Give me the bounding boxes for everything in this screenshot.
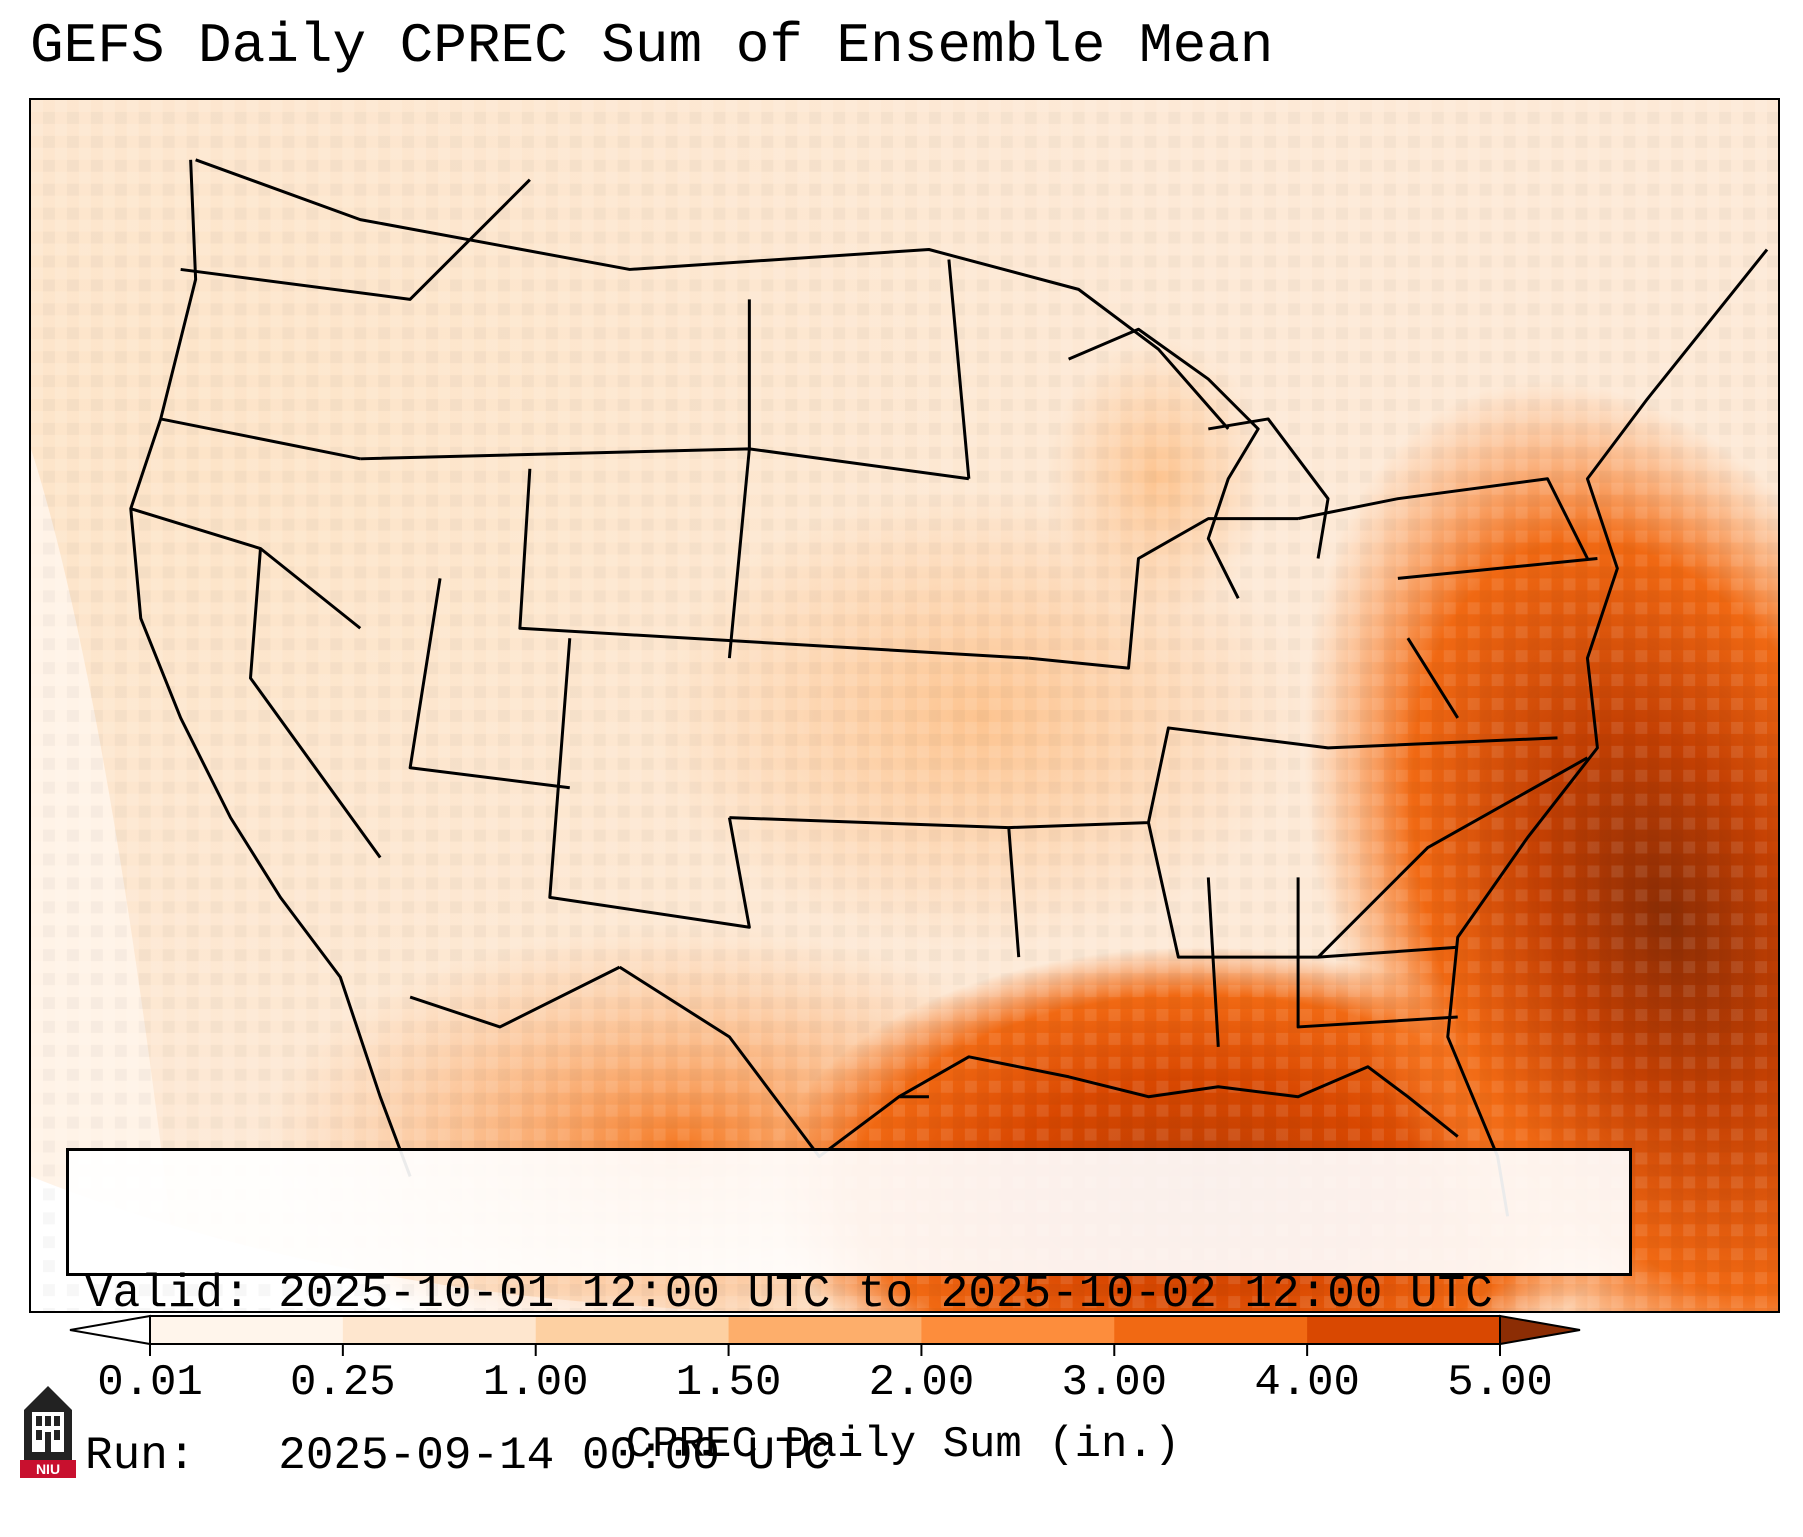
- colorbar-tick-label: 1.50: [675, 1358, 782, 1408]
- colorbar-tick-label: 4.00: [1254, 1358, 1360, 1408]
- colorbar-segment: [1114, 1316, 1308, 1344]
- colorbar-outline: [149, 1315, 1501, 1345]
- colorbar-tick-label: 0.01: [97, 1358, 203, 1408]
- colorbar-segment: [150, 1316, 344, 1344]
- colorbar-tick-label: 5.00: [1447, 1358, 1553, 1408]
- colorbar-segment: [728, 1316, 922, 1344]
- chart-title: GEFS Daily CPREC Sum of Ensemble Mean: [30, 14, 1274, 78]
- valid-time-text: Valid: 2025-10-01 12:00 UTC to 2025-10-0…: [85, 1268, 1493, 1320]
- colorbar-segment: [535, 1316, 730, 1344]
- colorbar-label: CPREC Daily Sum (in.): [625, 1420, 1181, 1470]
- precip-map: [31, 100, 1778, 1311]
- run-time-text: Run: 2025-09-14 00:00 UTC: [85, 1430, 831, 1482]
- colorbar: [69, 1314, 1581, 1356]
- colorbar-over-extension: [1499, 1314, 1581, 1346]
- colorbar-tick-label: 1.00: [482, 1358, 589, 1408]
- colorbar-segments: [69, 1314, 1581, 1346]
- colorbar-tick-label: 0.25: [290, 1358, 396, 1408]
- colorbar-tick-label: 3.00: [1061, 1358, 1168, 1408]
- colorbar-segment: [921, 1316, 1115, 1344]
- colorbar-segment: [342, 1316, 537, 1344]
- logo-text: NIU: [36, 1461, 60, 1477]
- valid-run-info-box: Valid: 2025-10-01 12:00 UTC to 2025-10-0…: [66, 1148, 1632, 1482]
- colorbar-under-extension: [69, 1314, 151, 1346]
- colorbar-tick-label: 2.00: [868, 1358, 975, 1408]
- map-panel[interactable]: [29, 98, 1780, 1313]
- boundary-lines: [129, 158, 1769, 1217]
- niu-logo-icon: NIU: [20, 1386, 76, 1478]
- colorbar-segment: [1307, 1316, 1501, 1344]
- colorbar-tick-marks: [149, 1344, 1501, 1356]
